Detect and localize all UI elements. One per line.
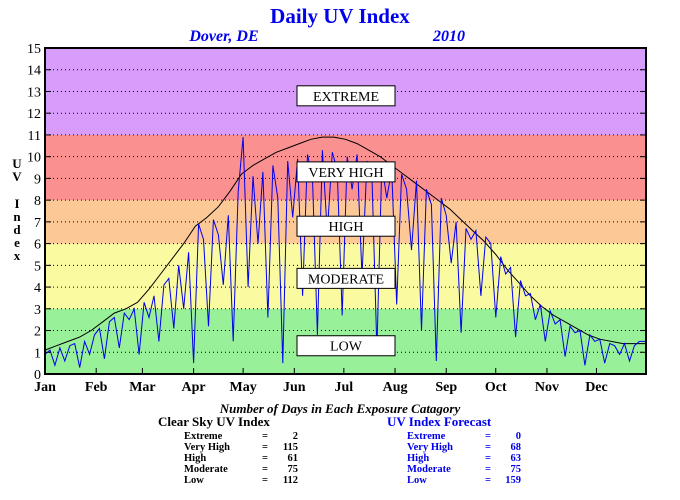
stat-label: Extreme bbox=[407, 431, 446, 442]
stat-label: High bbox=[184, 453, 207, 464]
ytick-label: 14 bbox=[27, 64, 41, 79]
forecast-row-extreme: Extreme = 0 bbox=[407, 431, 521, 442]
band-label-box bbox=[296, 335, 396, 357]
stat-equals: = bbox=[262, 453, 268, 464]
band-label-text: VERY HIGH bbox=[308, 166, 383, 181]
stat-value: 68 bbox=[510, 442, 522, 453]
band-label-box bbox=[296, 215, 396, 237]
chart-title: Daily UV Index bbox=[270, 4, 410, 28]
forecast-stats: UV Index Forecast Extreme = 0 Very High = 68 H… bbox=[387, 414, 521, 486]
xtick-label-may: May bbox=[230, 380, 257, 395]
stat-label: Moderate bbox=[184, 464, 228, 475]
stat-value: 61 bbox=[287, 453, 299, 464]
xtick-label-aug: Aug bbox=[383, 380, 408, 395]
stat-label: High bbox=[407, 453, 430, 464]
band-label-moderate: MODERATE bbox=[296, 267, 396, 289]
xtick-label-nov: Nov bbox=[535, 380, 559, 395]
xtick-label-jun: Jun bbox=[283, 380, 306, 395]
xtick-label-apr: Apr bbox=[182, 380, 206, 395]
stat-equals: = bbox=[485, 475, 491, 486]
clear-sky-stats: Clear Sky UV Index Extreme = 2 Very High = 11… bbox=[158, 414, 298, 486]
ytick-label: 10 bbox=[27, 151, 41, 166]
band-label-box bbox=[296, 85, 396, 107]
plot-frame bbox=[44, 47, 647, 375]
stat-value: 63 bbox=[510, 453, 522, 464]
ytick-label: 15 bbox=[27, 42, 41, 57]
band-label-box bbox=[296, 267, 396, 289]
ytick-label: 2 bbox=[34, 325, 41, 340]
chart-location: Dover, DE bbox=[188, 28, 258, 45]
stat-label: Moderate bbox=[407, 464, 451, 475]
stat-value: 159 bbox=[505, 475, 521, 486]
ytick-label: 11 bbox=[28, 129, 41, 144]
ytick-label: 6 bbox=[34, 238, 41, 253]
xtick-label-feb: Feb bbox=[85, 380, 108, 395]
ytick-label: 8 bbox=[34, 194, 41, 209]
band-label-low: LOW bbox=[296, 335, 396, 357]
stat-equals: = bbox=[485, 431, 491, 442]
ytick-label: 1 bbox=[34, 346, 41, 361]
stat-equals: = bbox=[485, 442, 491, 453]
forecast-row-very-high: Very High = 68 bbox=[407, 442, 521, 453]
clear-sky-row-low: Low = 112 bbox=[184, 475, 298, 486]
stat-equals: = bbox=[262, 442, 268, 453]
ytick-label: 12 bbox=[27, 107, 41, 122]
clear-sky-row-high: High = 61 bbox=[184, 453, 298, 464]
band-label-extreme: EXTREME bbox=[296, 85, 396, 107]
stat-equals: = bbox=[262, 475, 268, 486]
xtick-label-oct: Oct bbox=[485, 380, 507, 395]
band-label-box bbox=[296, 161, 396, 183]
band-label-text: LOW bbox=[330, 340, 363, 355]
ytick-label: 4 bbox=[34, 281, 41, 296]
clear-sky-row-moderate: Moderate = 75 bbox=[184, 464, 298, 475]
xtick-label-mar: Mar bbox=[129, 380, 155, 395]
chart-year: 2010 bbox=[432, 28, 465, 45]
exposure-annotation: Number of Days in Each Exposure Catagory bbox=[219, 401, 461, 416]
band-label-very-high: VERY HIGH bbox=[296, 161, 396, 183]
forecast-row-low: Low = 159 bbox=[407, 475, 521, 486]
ytick-label: 5 bbox=[34, 259, 41, 274]
stat-value: 112 bbox=[282, 475, 298, 486]
stat-value: 2 bbox=[292, 431, 298, 442]
stat-value: 0 bbox=[515, 431, 521, 442]
ytick-label: 13 bbox=[27, 85, 41, 100]
stat-value: 75 bbox=[287, 464, 299, 475]
band-label-high: HIGH bbox=[296, 215, 396, 237]
xtick-label-jan: Jan bbox=[34, 380, 56, 395]
band-label-text: EXTREME bbox=[313, 90, 379, 105]
forecast-stats-title: UV Index Forecast bbox=[387, 414, 492, 429]
xtick-label-jul: Jul bbox=[335, 380, 354, 395]
ytick-label: 9 bbox=[34, 172, 41, 187]
clear-sky-stats-title: Clear Sky UV Index bbox=[158, 414, 270, 429]
stat-equals: = bbox=[485, 453, 491, 464]
band-label-text: HIGH bbox=[329, 220, 364, 235]
ytick-label: 0 bbox=[34, 368, 41, 383]
stat-label: Very High bbox=[184, 442, 230, 453]
ytick-label: 7 bbox=[34, 216, 41, 231]
stat-label: Low bbox=[407, 475, 427, 486]
ytick-label: 3 bbox=[34, 303, 41, 318]
band-label-text: MODERATE bbox=[308, 272, 384, 287]
series-line-clear-sky bbox=[44, 136, 646, 351]
forecast-row-high: High = 63 bbox=[407, 453, 521, 464]
xtick-label-sep: Sep bbox=[435, 380, 457, 395]
stat-equals: = bbox=[485, 464, 491, 475]
stat-label: Extreme bbox=[184, 431, 223, 442]
clear-sky-row-extreme: Extreme = 2 bbox=[184, 431, 298, 442]
stat-value: 75 bbox=[510, 464, 522, 475]
stat-equals: = bbox=[262, 464, 268, 475]
forecast-row-moderate: Moderate = 75 bbox=[407, 464, 521, 475]
stat-equals: = bbox=[262, 431, 268, 442]
stat-value: 115 bbox=[282, 442, 298, 453]
stat-label: Very High bbox=[407, 442, 453, 453]
xtick-label-dec: Dec bbox=[585, 380, 608, 395]
clear-sky-row-very-high: Very High = 115 bbox=[184, 442, 298, 453]
stat-label: Low bbox=[184, 475, 204, 486]
